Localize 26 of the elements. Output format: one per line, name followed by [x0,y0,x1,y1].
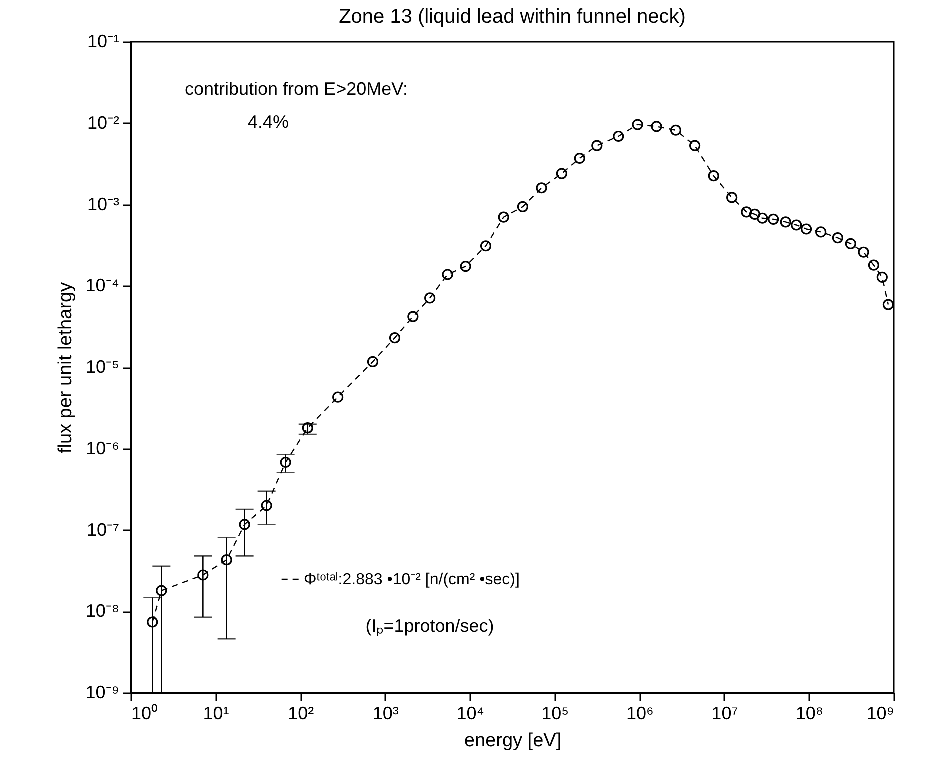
chart-title: Zone 13 (liquid lead within funnel neck) [339,6,686,28]
annotation: contribution from E>20MeV: [185,79,408,99]
y-tick-label: 10⁻⁸ [86,601,120,622]
y-tick-label: 10⁻⁷ [86,520,120,540]
x-axis-title: energy [eV] [464,730,562,752]
x-tick-label: 10³ [372,704,399,724]
y-tick-label: 10⁻⁶ [86,438,120,458]
y-tick-label: 10⁻⁴ [86,276,120,296]
x-tick-label: 10² [288,704,314,724]
x-tick-label: 10⁴ [456,704,484,724]
y-tick-label: 10⁻⁹ [86,682,120,702]
x-tick-label: 10⁵ [542,704,570,724]
x-tick-label: 10⁰ [132,704,158,724]
x-tick-label: 10¹ [203,704,230,724]
y-tick-label: 10⁻¹ [87,32,120,52]
legend-label: Φᵗᵒᵗᵃˡ:2.883 •10⁻² [n/(cm² •sec)] [304,572,520,588]
x-tick-label: 10⁹ [866,704,894,724]
x-tick-label: 10⁸ [796,704,824,724]
y-tick-label: 10⁻² [87,112,120,133]
y-tick-label: 10⁻³ [87,194,120,214]
annotation: (Iₚ=1proton/sec) [366,616,494,637]
annotation: 4.4% [248,112,290,132]
y-axis-title: flux per unit lethargy [56,282,77,454]
x-tick-label: 10⁶ [626,704,654,724]
x-tick-label: 10⁷ [712,704,738,724]
y-tick-label: 10⁻⁵ [86,357,120,377]
